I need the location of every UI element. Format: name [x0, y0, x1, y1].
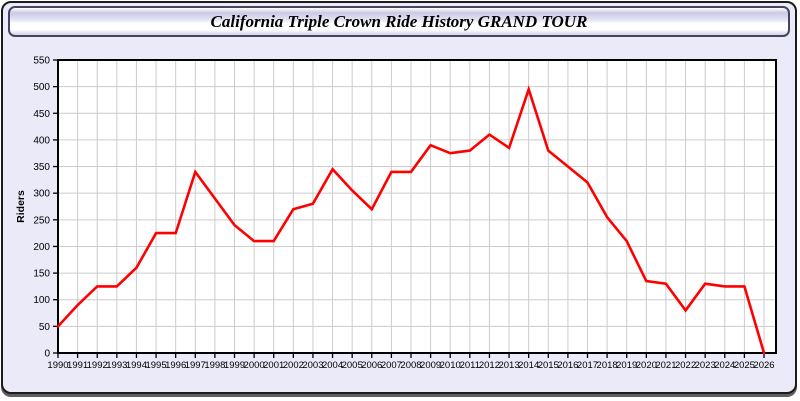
x-tick-label: 2011: [460, 360, 480, 371]
y-tick-label: 350: [33, 162, 50, 173]
x-tick-label: 2010: [440, 360, 461, 371]
x-tick-label: 2003: [302, 360, 323, 371]
x-tick-label: 2008: [400, 360, 421, 371]
x-tick-label: 2012: [479, 360, 500, 371]
x-tick-label: 2001: [263, 360, 284, 371]
y-tick-label: 0: [44, 349, 50, 360]
y-tick-label: 200: [33, 242, 50, 253]
x-tick-label: 2015: [538, 360, 559, 371]
y-tick-label: 550: [33, 56, 50, 67]
y-tick-label: 100: [33, 295, 50, 306]
x-tick-label: 2004: [322, 360, 343, 371]
x-tick-label: 2014: [518, 360, 539, 371]
x-tick-label: 1996: [165, 360, 186, 371]
x-tick-label: 2023: [695, 360, 716, 371]
x-tick-label: 1994: [126, 360, 147, 371]
y-tick-label: 450: [33, 109, 50, 120]
title-bar: California Triple Crown Ride History GRA…: [8, 6, 790, 37]
x-tick-label: 2002: [283, 360, 304, 371]
x-tick-label: 2025: [734, 360, 755, 371]
x-tick-label: 2020: [636, 360, 657, 371]
x-tick-label: 1997: [185, 360, 206, 371]
x-tick-label: 2009: [420, 360, 441, 371]
x-tick-label: 2017: [577, 360, 598, 371]
y-tick-label: 300: [33, 189, 50, 200]
y-tick-label: 500: [33, 82, 50, 93]
y-axis-title: Riders: [15, 190, 27, 223]
chart-window: California Triple Crown Ride History GRA…: [1, 1, 797, 394]
x-tick-label: 2007: [381, 360, 402, 371]
x-tick-label: 1991: [67, 360, 88, 371]
x-tick-label: 2026: [753, 360, 774, 371]
x-tick-label: 2005: [342, 360, 363, 371]
x-tick-label: 1995: [145, 360, 166, 371]
x-tick-label: 1999: [224, 360, 245, 371]
y-tick-label: 400: [33, 135, 50, 146]
x-tick-label: 2022: [675, 360, 696, 371]
y-tick-label: 50: [39, 322, 51, 333]
x-tick-label: 2016: [557, 360, 578, 371]
series-line-riders: [56, 85, 766, 355]
x-tick-label: 1992: [87, 360, 108, 371]
x-tick-label: 2018: [597, 360, 618, 371]
x-tick-label: 2019: [616, 360, 637, 371]
plot-area: [58, 60, 776, 353]
x-tick-label: 1993: [106, 360, 127, 371]
x-tick-label: 2006: [361, 360, 382, 371]
x-tick-label: 2000: [244, 360, 265, 371]
x-tick-label: 2024: [714, 360, 735, 371]
plot-border: [57, 59, 777, 354]
x-tick-label: 1990: [47, 360, 68, 371]
y-tick-label: 250: [33, 215, 50, 226]
x-tick-label: 2013: [498, 360, 519, 371]
y-tick-label: 150: [33, 269, 50, 280]
chart-title: California Triple Crown Ride History GRA…: [210, 11, 588, 31]
x-tick-label: 2021: [655, 360, 676, 371]
x-tick-label: 1998: [204, 360, 225, 371]
